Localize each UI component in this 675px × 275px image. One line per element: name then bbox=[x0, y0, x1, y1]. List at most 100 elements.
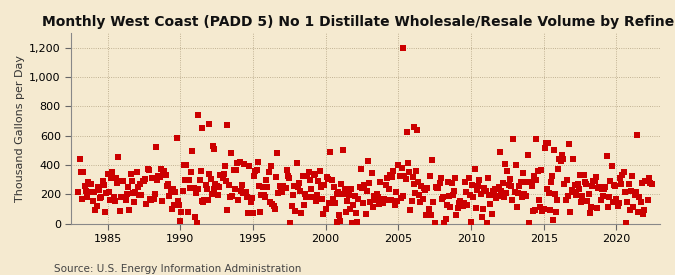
Point bbox=[231, 168, 242, 172]
Point bbox=[396, 166, 407, 170]
Point bbox=[216, 172, 227, 177]
Point bbox=[335, 191, 346, 196]
Point bbox=[536, 167, 547, 172]
Point bbox=[617, 173, 628, 177]
Point bbox=[574, 186, 585, 191]
Point bbox=[280, 185, 291, 190]
Point bbox=[336, 182, 347, 186]
Point bbox=[591, 175, 601, 179]
Point bbox=[508, 137, 519, 141]
Point bbox=[261, 178, 271, 182]
Point bbox=[644, 176, 655, 180]
Point bbox=[204, 172, 215, 177]
Point bbox=[234, 160, 245, 164]
Point bbox=[240, 190, 251, 194]
Point bbox=[423, 207, 434, 211]
Point bbox=[122, 192, 132, 196]
Point bbox=[265, 200, 275, 204]
Point bbox=[451, 213, 462, 217]
Point bbox=[582, 199, 593, 203]
Point bbox=[271, 175, 281, 179]
Point bbox=[153, 174, 164, 178]
Point bbox=[474, 178, 485, 182]
Point bbox=[338, 148, 348, 152]
Point bbox=[362, 159, 373, 163]
Point bbox=[507, 198, 518, 202]
Point bbox=[254, 210, 265, 214]
Point bbox=[420, 188, 431, 192]
Point bbox=[151, 144, 161, 149]
Point bbox=[128, 190, 138, 195]
Point bbox=[562, 178, 572, 182]
Point bbox=[123, 185, 134, 189]
Point bbox=[196, 126, 207, 131]
Point bbox=[385, 197, 396, 202]
Point bbox=[313, 178, 324, 183]
Point bbox=[190, 215, 200, 219]
Point bbox=[427, 158, 437, 163]
Point bbox=[571, 192, 582, 197]
Point bbox=[254, 184, 265, 188]
Point bbox=[553, 167, 564, 172]
Point bbox=[88, 199, 99, 204]
Point bbox=[225, 151, 236, 155]
Point bbox=[568, 190, 579, 194]
Point bbox=[78, 170, 88, 174]
Point bbox=[192, 113, 203, 117]
Point bbox=[135, 182, 146, 186]
Point bbox=[370, 198, 381, 202]
Point bbox=[199, 197, 210, 202]
Point bbox=[289, 184, 300, 188]
Point bbox=[353, 197, 364, 202]
Point bbox=[196, 169, 207, 173]
Point bbox=[344, 193, 354, 197]
Point bbox=[347, 221, 358, 225]
Point bbox=[245, 200, 256, 204]
Point bbox=[477, 214, 487, 219]
Point bbox=[157, 198, 167, 203]
Point bbox=[94, 187, 105, 192]
Point bbox=[341, 210, 352, 214]
Point bbox=[599, 187, 610, 191]
Point bbox=[597, 187, 608, 191]
Point bbox=[285, 221, 296, 225]
Point bbox=[421, 213, 431, 218]
Point bbox=[379, 197, 390, 202]
Point bbox=[549, 192, 560, 197]
Point bbox=[279, 186, 290, 191]
Point bbox=[320, 207, 331, 211]
Point bbox=[393, 163, 404, 167]
Point bbox=[137, 178, 148, 183]
Point bbox=[426, 213, 437, 217]
Point bbox=[244, 164, 254, 169]
Point bbox=[603, 205, 614, 209]
Point bbox=[445, 205, 456, 210]
Point bbox=[529, 174, 539, 178]
Point bbox=[538, 207, 549, 211]
Point bbox=[338, 191, 349, 196]
Point bbox=[346, 186, 356, 191]
Point bbox=[215, 173, 225, 177]
Point bbox=[263, 170, 274, 174]
Point bbox=[77, 197, 88, 201]
Point bbox=[318, 212, 329, 216]
Point bbox=[461, 190, 472, 194]
Point bbox=[385, 173, 396, 177]
Point bbox=[131, 169, 142, 174]
Point bbox=[142, 166, 153, 171]
Point bbox=[266, 164, 277, 169]
Point bbox=[136, 193, 147, 197]
Point bbox=[438, 195, 449, 200]
Point bbox=[232, 161, 242, 166]
Point bbox=[257, 185, 268, 189]
Point bbox=[367, 205, 378, 209]
Point bbox=[221, 123, 232, 128]
Point bbox=[252, 160, 263, 164]
Point bbox=[297, 174, 308, 178]
Point bbox=[304, 177, 315, 182]
Point bbox=[284, 176, 295, 180]
Point bbox=[281, 167, 292, 172]
Point bbox=[629, 192, 640, 197]
Point bbox=[312, 193, 323, 197]
Point bbox=[262, 185, 273, 189]
